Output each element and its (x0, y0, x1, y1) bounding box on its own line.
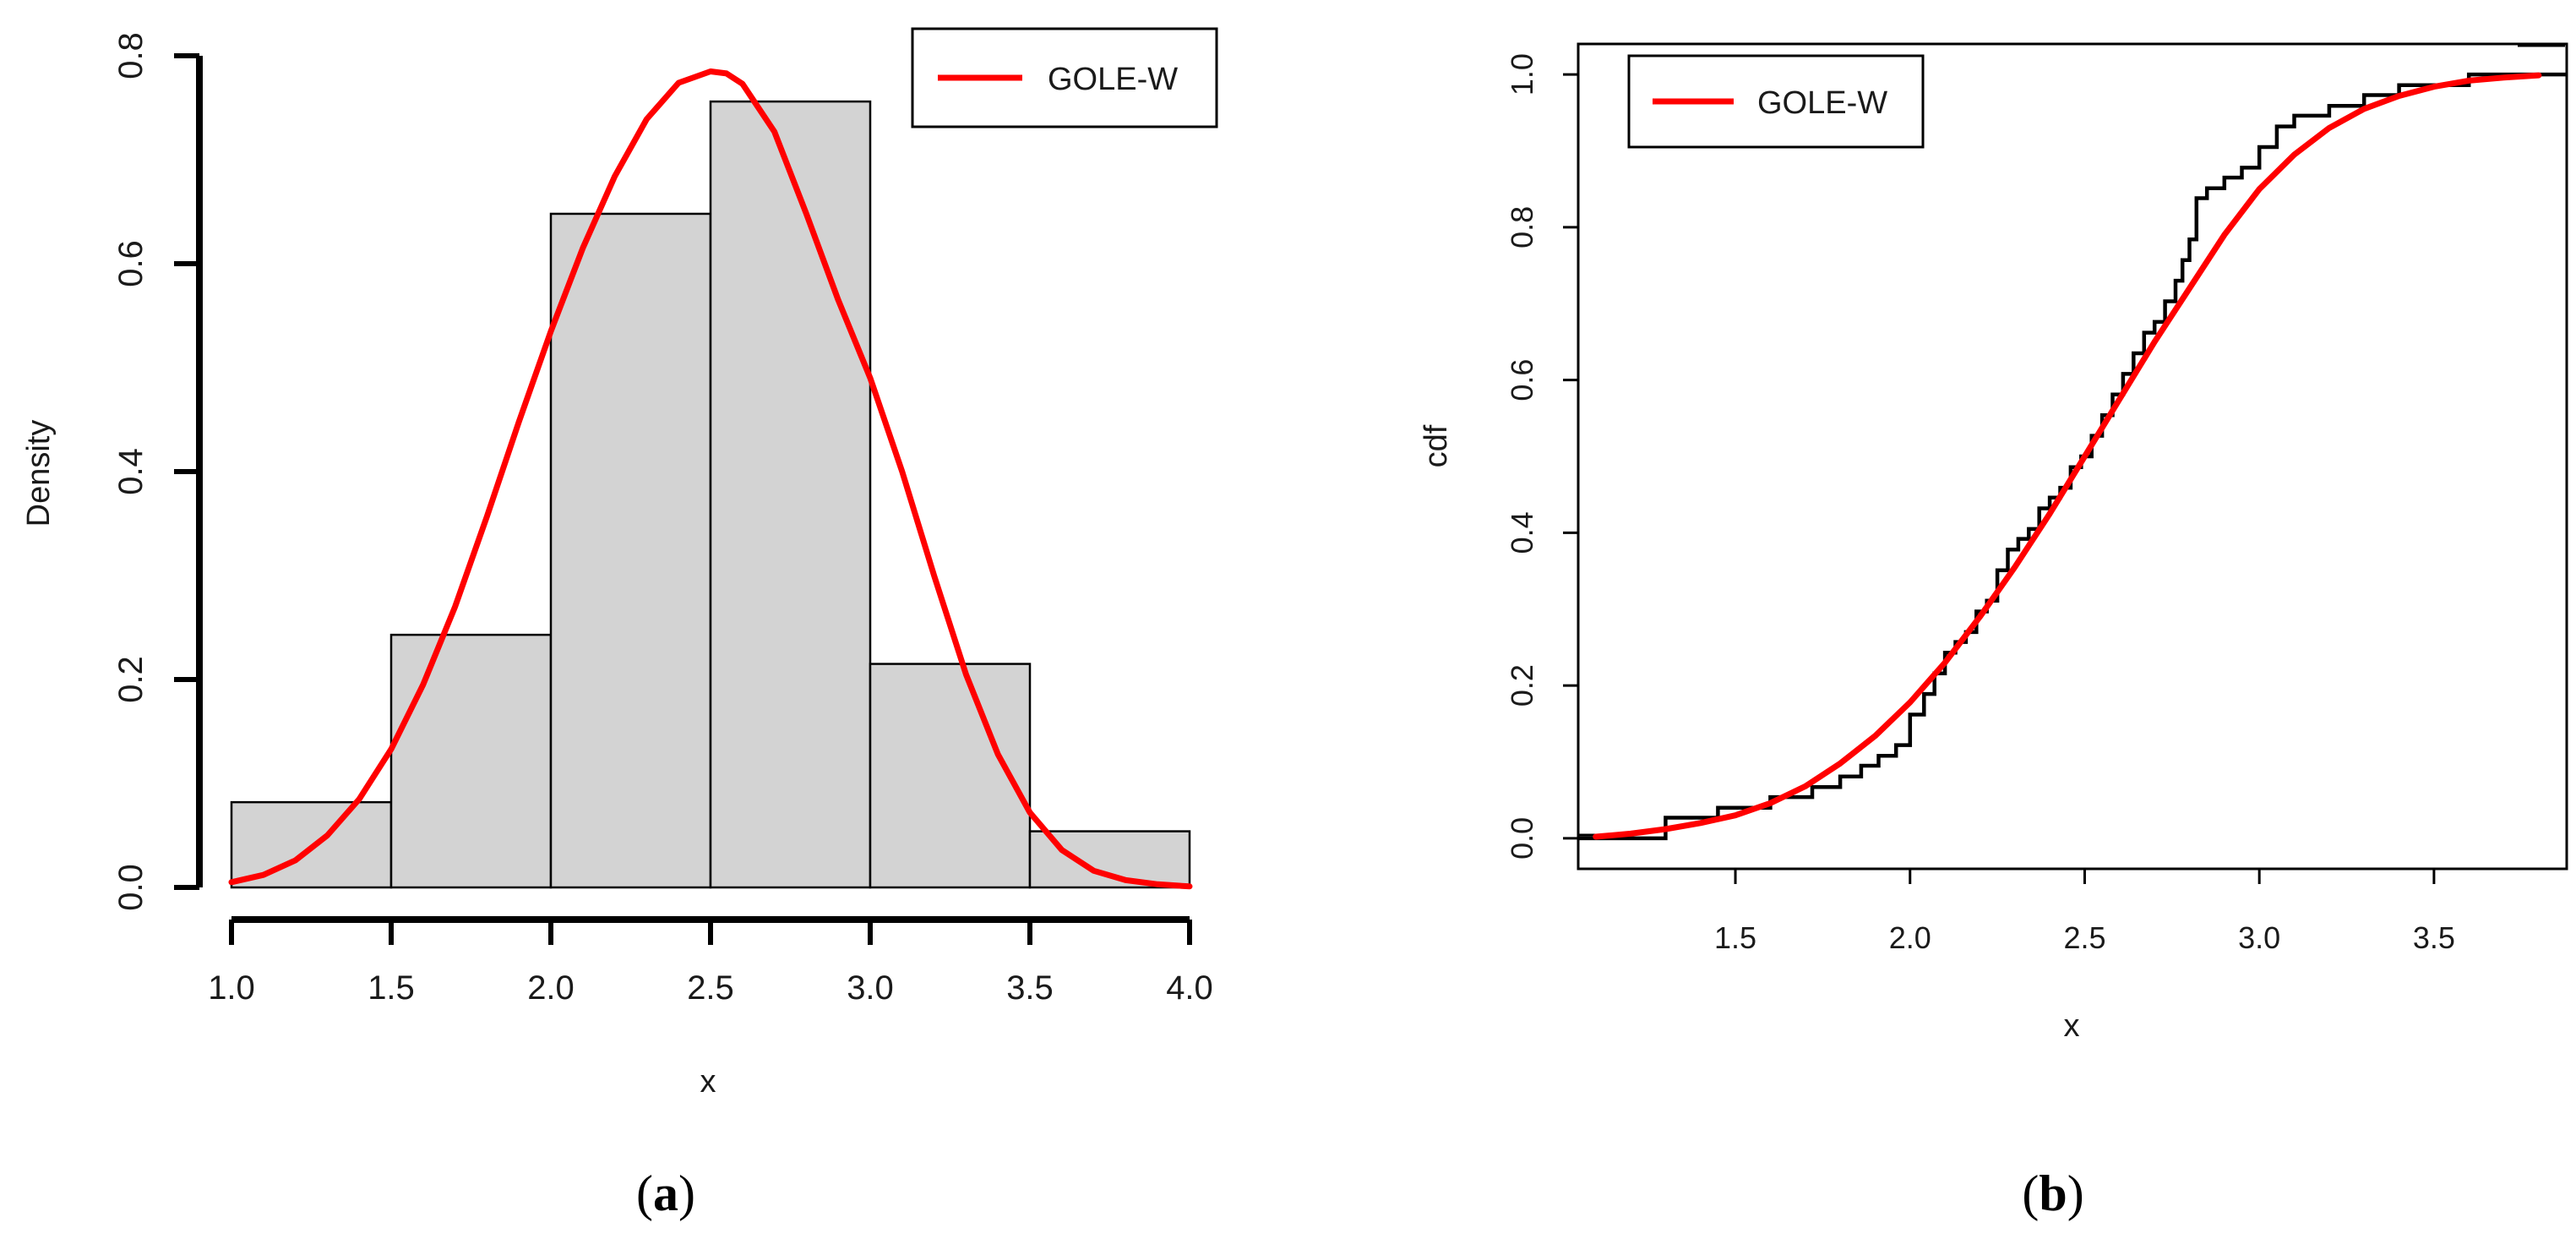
x-tick-label: 3.0 (2238, 920, 2280, 955)
legend: GOLE-W (1627, 54, 1925, 149)
x-tick-label: 1.5 (1714, 920, 1756, 955)
legend-label: GOLE-W (1048, 62, 1178, 97)
x-axis-ticks: 1.0 1.5 2.0 2.5 3.0 3.5 4.0 (208, 920, 1213, 1007)
y-tick-label: 0.0 (1505, 817, 1539, 860)
x-tick-label: 3.5 (2413, 920, 2455, 955)
legend: GOLE-W (911, 27, 1218, 128)
y-tick-label: 0.8 (112, 32, 150, 79)
y-tick-label: 0.4 (112, 448, 150, 495)
y-axis-ticks: 0.0 0.2 0.4 0.6 0.8 1.0 (1505, 53, 1578, 860)
y-axis-ticks: 0.0 0.2 0.4 0.6 0.8 (112, 32, 199, 911)
y-tick-label: 1.0 (1505, 53, 1539, 96)
fitted-pdf-curve (228, 68, 1193, 890)
x-axis-label: x (700, 1064, 716, 1100)
x-tick-label: 2.0 (1889, 920, 1931, 955)
x-tick-label: 1.0 (208, 969, 255, 1007)
x-axis-label: x (2064, 1008, 2080, 1044)
x-tick-label: 2.5 (2063, 920, 2105, 955)
panel-label-b: (b) (2022, 1165, 2083, 1221)
legend-box (911, 27, 1218, 128)
x-tick-label: 2.5 (687, 969, 734, 1007)
y-axis-label: cdf (1419, 424, 1454, 467)
y-tick-label: 0.4 (1505, 511, 1539, 554)
y-tick-label: 0.6 (1505, 359, 1539, 401)
panel-label-a: (a) (636, 1165, 695, 1221)
x-tick-label: 1.5 (368, 969, 415, 1007)
x-tick-label: 4.0 (1166, 969, 1213, 1007)
legend-label: GOLE-W (1757, 85, 1887, 121)
x-tick-label: 3.5 (1006, 969, 1054, 1007)
histogram-bar-5 (869, 663, 1032, 889)
x-axis-ticks: 1.5 2.0 2.5 3.0 3.5 (1714, 869, 2455, 955)
histogram-bar-3 (549, 212, 712, 889)
plot-frame (1577, 42, 2568, 871)
panel-b-cdf: 0.0 0.2 0.4 0.6 0.8 1.0 1.5 2.0 2.5 3.0 3.5 cdf x… (1419, 42, 2568, 1221)
panel-a-histogram: 0.0 0.2 0.4 0.6 0.8 1.0 1.5 2.0 2.5 3.0 3.5 4.0 De… (21, 27, 1218, 1221)
y-axis-label: Density (21, 420, 57, 527)
y-tick-label: 0.8 (1505, 206, 1539, 248)
histogram-bar-4 (709, 100, 872, 889)
y-tick-label: 0.2 (1505, 664, 1539, 707)
y-tick-label: 0.0 (112, 864, 150, 911)
histogram-bars (230, 100, 1191, 889)
empirical-cdf-step (1578, 72, 2567, 841)
y-tick-label: 0.6 (112, 240, 150, 287)
fitted-cdf-curve (1593, 72, 2542, 840)
x-tick-label: 2.0 (527, 969, 575, 1007)
x-tick-label: 3.0 (847, 969, 894, 1007)
histogram-bar-2 (389, 633, 553, 889)
y-tick-label: 0.2 (112, 656, 150, 703)
